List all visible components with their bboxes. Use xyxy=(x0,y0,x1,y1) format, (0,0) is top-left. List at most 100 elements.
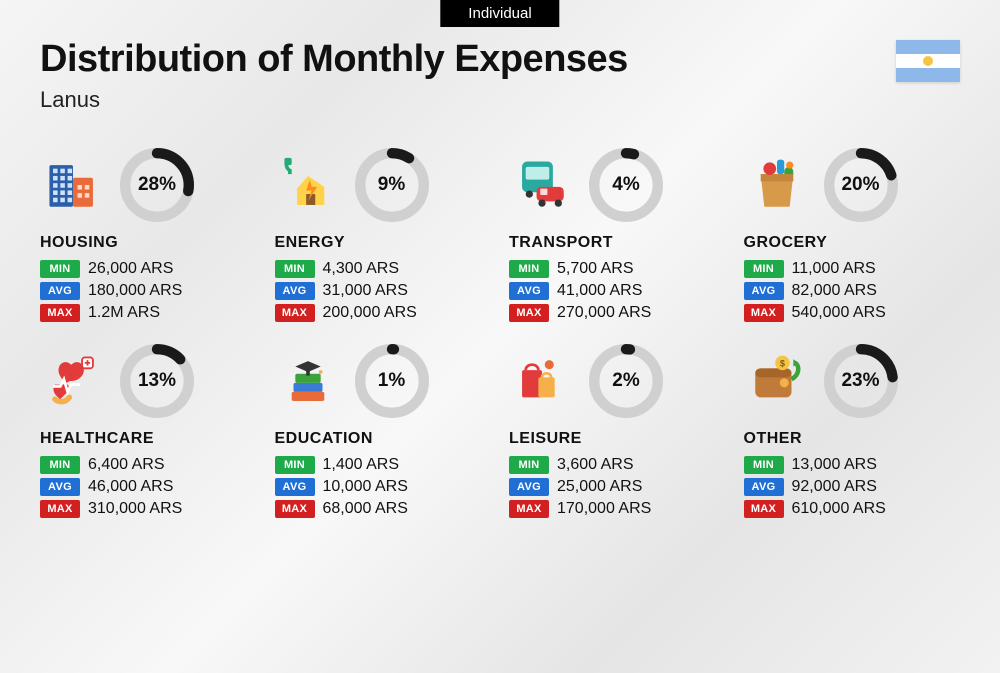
avg-value: 31,000 ARS xyxy=(323,282,408,300)
category-card: 13% HEALTHCARE MIN 6,400 ARS AVG 46,000 … xyxy=(40,344,257,522)
category-name: GROCERY xyxy=(744,234,961,252)
stat-max-row: MAX 310,000 ARS xyxy=(40,500,257,518)
min-value: 6,400 ARS xyxy=(88,456,165,474)
stat-min-row: MIN 4,300 ARS xyxy=(275,260,492,278)
min-tag: MIN xyxy=(744,260,784,278)
avg-value: 180,000 ARS xyxy=(88,282,182,300)
svg-text:$: $ xyxy=(779,359,784,369)
percentage-value: 4% xyxy=(589,148,663,222)
category-card: 2% LEISURE MIN 3,600 ARS AVG 25,000 ARS … xyxy=(509,344,726,522)
category-card: 1% EDUCATION MIN 1,400 ARS AVG 10,000 AR… xyxy=(275,344,492,522)
other-icon: $ xyxy=(744,351,810,411)
max-tag: MAX xyxy=(744,304,784,322)
category-name: ENERGY xyxy=(275,234,492,252)
percentage-value: 2% xyxy=(589,344,663,418)
flag-stripe-top xyxy=(896,40,960,54)
min-value: 1,400 ARS xyxy=(323,456,400,474)
education-icon xyxy=(275,351,341,411)
percentage-ring: 28% xyxy=(120,148,194,222)
percentage-ring: 4% xyxy=(589,148,663,222)
buildings-icon xyxy=(40,155,106,215)
percentage-value: 9% xyxy=(355,148,429,222)
stat-max-row: MAX 170,000 ARS xyxy=(509,500,726,518)
stat-min-row: MIN 11,000 ARS xyxy=(744,260,961,278)
min-value: 26,000 ARS xyxy=(88,260,173,278)
max-value: 68,000 ARS xyxy=(323,500,408,518)
stat-min-row: MIN 13,000 ARS xyxy=(744,456,961,474)
percentage-ring: 9% xyxy=(355,148,429,222)
min-tag: MIN xyxy=(275,260,315,278)
avg-tag: AVG xyxy=(744,478,784,496)
avg-value: 92,000 ARS xyxy=(792,478,877,496)
min-value: 3,600 ARS xyxy=(557,456,634,474)
stat-min-row: MIN 6,400 ARS xyxy=(40,456,257,474)
category-name: OTHER xyxy=(744,430,961,448)
min-value: 4,300 ARS xyxy=(323,260,400,278)
percentage-ring: 1% xyxy=(355,344,429,418)
category-name: HOUSING xyxy=(40,234,257,252)
avg-tag: AVG xyxy=(40,478,80,496)
stat-max-row: MAX 610,000 ARS xyxy=(744,500,961,518)
avg-tag: AVG xyxy=(744,282,784,300)
avg-value: 10,000 ARS xyxy=(323,478,408,496)
stat-max-row: MAX 540,000 ARS xyxy=(744,304,961,322)
category-card: 28% HOUSING MIN 26,000 ARS AVG 180,000 A… xyxy=(40,148,257,326)
avg-value: 46,000 ARS xyxy=(88,478,173,496)
percentage-ring: 2% xyxy=(589,344,663,418)
max-tag: MAX xyxy=(275,500,315,518)
min-tag: MIN xyxy=(275,456,315,474)
avg-tag: AVG xyxy=(275,478,315,496)
max-tag: MAX xyxy=(509,500,549,518)
stat-min-row: MIN 26,000 ARS xyxy=(40,260,257,278)
flag-stripe-mid xyxy=(896,54,960,68)
max-tag: MAX xyxy=(744,500,784,518)
header: Distribution of Monthly Expenses Lanus xyxy=(0,0,1000,123)
max-value: 540,000 ARS xyxy=(792,304,886,322)
transport-icon xyxy=(509,155,575,215)
min-tag: MIN xyxy=(509,260,549,278)
stat-max-row: MAX 270,000 ARS xyxy=(509,304,726,322)
category-name: TRANSPORT xyxy=(509,234,726,252)
max-value: 610,000 ARS xyxy=(792,500,886,518)
percentage-ring: 23% xyxy=(824,344,898,418)
categories-grid: 28% HOUSING MIN 26,000 ARS AVG 180,000 A… xyxy=(0,123,1000,552)
avg-tag: AVG xyxy=(509,282,549,300)
percentage-value: 23% xyxy=(824,344,898,418)
flag-sun-icon xyxy=(923,56,933,66)
min-tag: MIN xyxy=(40,456,80,474)
category-card: 20% GROCERY MIN 11,000 ARS AVG 82,000 AR… xyxy=(744,148,961,326)
max-value: 170,000 ARS xyxy=(557,500,651,518)
min-tag: MIN xyxy=(744,456,784,474)
category-card: $ 23% OTHER MIN 13,000 ARS AVG 92,000 AR… xyxy=(744,344,961,522)
stat-avg-row: AVG 31,000 ARS xyxy=(275,282,492,300)
max-value: 1.2M ARS xyxy=(88,304,160,322)
category-card: 9% ENERGY MIN 4,300 ARS AVG 31,000 ARS M… xyxy=(275,148,492,326)
category-name: LEISURE xyxy=(509,430,726,448)
energy-icon xyxy=(275,155,341,215)
stat-min-row: MIN 3,600 ARS xyxy=(509,456,726,474)
avg-tag: AVG xyxy=(509,478,549,496)
percentage-value: 13% xyxy=(120,344,194,418)
stat-max-row: MAX 200,000 ARS xyxy=(275,304,492,322)
max-tag: MAX xyxy=(40,304,80,322)
stat-avg-row: AVG 41,000 ARS xyxy=(509,282,726,300)
category-card: 4% TRANSPORT MIN 5,700 ARS AVG 41,000 AR… xyxy=(509,148,726,326)
stat-avg-row: AVG 180,000 ARS xyxy=(40,282,257,300)
page-subtitle: Lanus xyxy=(40,87,960,113)
min-tag: MIN xyxy=(509,456,549,474)
leisure-icon xyxy=(509,351,575,411)
stat-max-row: MAX 1.2M ARS xyxy=(40,304,257,322)
min-tag: MIN xyxy=(40,260,80,278)
max-tag: MAX xyxy=(275,304,315,322)
page-title: Distribution of Monthly Expenses xyxy=(40,38,960,81)
max-value: 310,000 ARS xyxy=(88,500,182,518)
min-value: 11,000 ARS xyxy=(792,260,876,278)
avg-value: 41,000 ARS xyxy=(557,282,642,300)
stat-avg-row: AVG 10,000 ARS xyxy=(275,478,492,496)
stat-avg-row: AVG 25,000 ARS xyxy=(509,478,726,496)
grocery-icon xyxy=(744,155,810,215)
avg-value: 25,000 ARS xyxy=(557,478,642,496)
stat-avg-row: AVG 46,000 ARS xyxy=(40,478,257,496)
stat-min-row: MIN 1,400 ARS xyxy=(275,456,492,474)
avg-tag: AVG xyxy=(275,282,315,300)
